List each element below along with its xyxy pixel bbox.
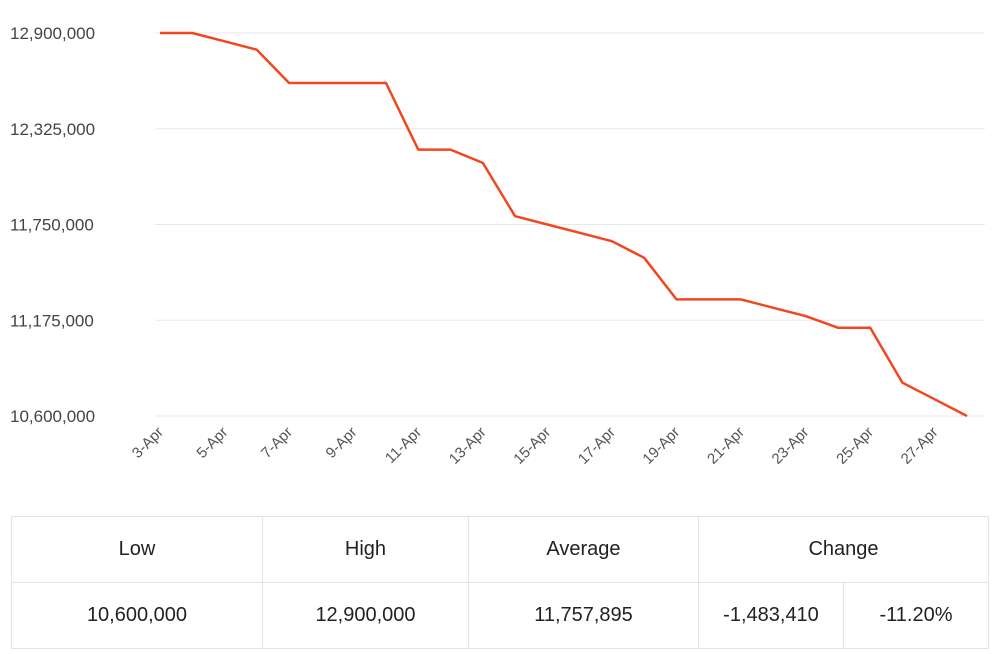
x-tick-label: 23-Apr xyxy=(769,424,813,468)
change-percent: -11.20% xyxy=(843,582,989,649)
x-tick-label: 15-Apr xyxy=(510,424,554,468)
y-tick-label: 10,600,000 xyxy=(10,407,95,426)
series-line xyxy=(160,31,968,418)
low-value: 10,600,000 xyxy=(11,582,263,649)
x-tick-label: 3-Apr xyxy=(129,424,167,462)
price-line-chart: 12,900,000 12,325,000 11,750,000 11,175,000… xyxy=(10,24,985,468)
x-tick-label: 11-Apr xyxy=(382,424,425,467)
y-axis-tick-labels: 12,900,000 12,325,000 11,750,000 11,175,000… xyxy=(10,24,95,426)
average-value: 11,757,895 xyxy=(468,582,699,649)
y-tick-label: 12,325,000 xyxy=(10,120,95,139)
x-tick-label: 19-Apr xyxy=(639,424,683,468)
change-value: -1,483,410 xyxy=(698,582,844,649)
low-label: Low xyxy=(11,516,263,583)
average-label: Average xyxy=(468,516,699,583)
x-tick-label: 9-Apr xyxy=(323,424,361,462)
x-tick-label: 21-Apr xyxy=(704,424,748,468)
stats-value-row: 10,600,000 12,900,000 11,757,895 -1,483,… xyxy=(11,582,989,649)
x-tick-label: 5-Apr xyxy=(193,424,231,462)
series-line-layer xyxy=(160,31,968,418)
y-tick-label: 11,175,000 xyxy=(10,311,94,330)
grid-lines xyxy=(155,32,985,417)
y-tick-label: 11,750,000 xyxy=(10,216,94,235)
x-tick-label: 27-Apr xyxy=(898,424,942,468)
high-label: High xyxy=(262,516,469,583)
x-tick-label: 7-Apr xyxy=(258,424,296,462)
y-tick-label: 12,900,000 xyxy=(10,24,95,43)
x-tick-label: 13-Apr xyxy=(446,424,490,468)
x-axis-tick-labels: 3-Apr 5-Apr 7-Apr 9-Apr 11-Apr 13-Apr 15-Apr 17… xyxy=(129,424,942,468)
x-tick-label: 25-Apr xyxy=(833,424,877,468)
x-tick-label: 17-Apr xyxy=(575,424,619,468)
high-value: 12,900,000 xyxy=(262,582,469,649)
change-label: Change xyxy=(698,516,989,583)
stats-table: Low High Average Change 10,600,000 12,90… xyxy=(11,516,989,649)
stats-header-row: Low High Average Change xyxy=(11,516,989,583)
